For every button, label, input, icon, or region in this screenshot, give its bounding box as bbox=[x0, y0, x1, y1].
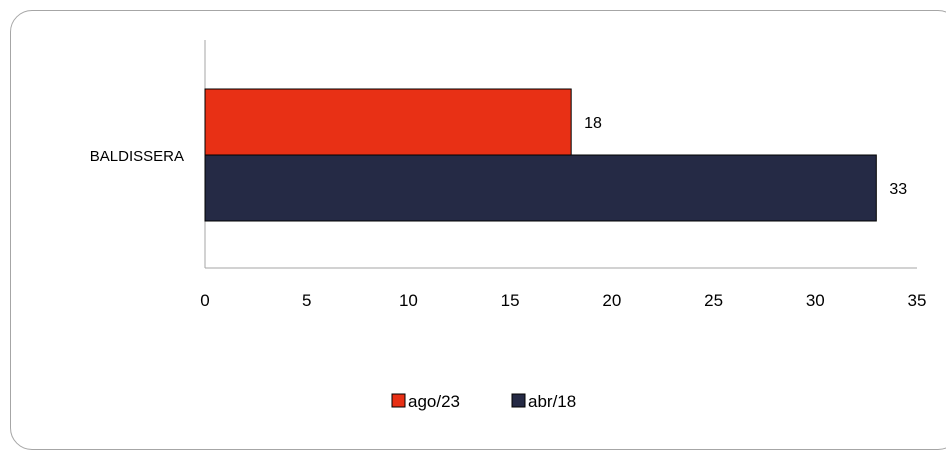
data-label: 18 bbox=[584, 115, 602, 132]
y-category-label: BALDISSERA bbox=[90, 148, 184, 165]
legend-swatch bbox=[511, 393, 526, 408]
chart-frame bbox=[10, 10, 946, 450]
bar-abr-18 bbox=[204, 154, 877, 222]
legend-label: abr/18 bbox=[528, 392, 576, 411]
legend-swatch bbox=[391, 393, 406, 408]
y-axis-labels: BALDISSERA bbox=[90, 148, 184, 165]
x-tick-label: 30 bbox=[806, 291, 825, 310]
x-tick-label: 15 bbox=[501, 291, 520, 310]
x-tick-label: 25 bbox=[704, 291, 723, 310]
x-axis-ticks: 0 5 10 15 20 25 30 35 bbox=[200, 291, 926, 310]
data-label: 33 bbox=[889, 181, 907, 198]
x-tick-label: 10 bbox=[399, 291, 418, 310]
x-tick-label: 35 bbox=[908, 291, 927, 310]
legend: ago/23 abr/18 bbox=[391, 392, 576, 411]
bar-ago-23 bbox=[204, 88, 572, 156]
legend-label: ago/23 bbox=[408, 392, 460, 411]
x-tick-label: 0 bbox=[200, 291, 209, 310]
x-tick-label: 5 bbox=[302, 291, 311, 310]
x-tick-label: 20 bbox=[602, 291, 621, 310]
